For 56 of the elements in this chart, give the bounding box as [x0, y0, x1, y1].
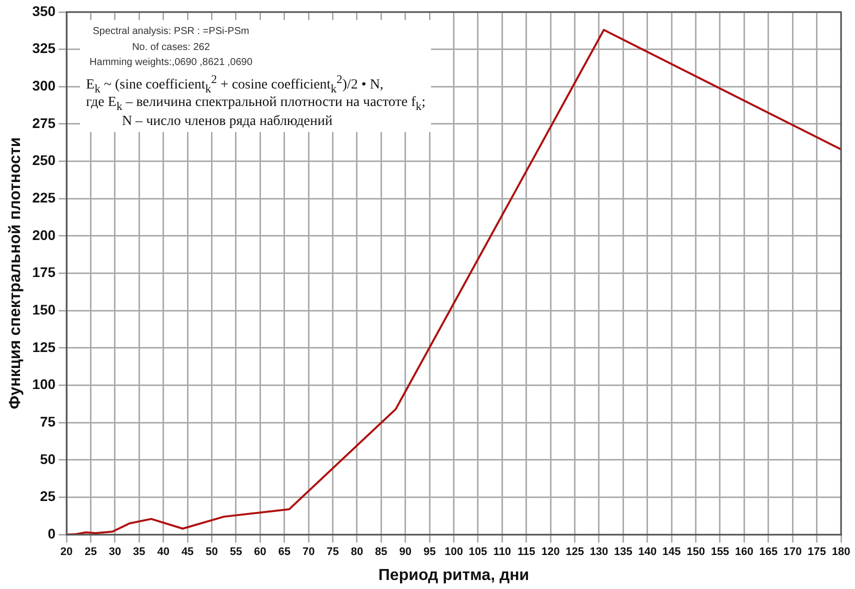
y-tick-label: 0: [48, 525, 56, 542]
x-tick-label: 85: [375, 546, 388, 558]
x-tick-label: 100: [444, 546, 463, 558]
x-tick-label: 90: [399, 546, 412, 558]
x-tick-label: 20: [60, 546, 73, 558]
x-tick-label: 30: [108, 546, 122, 558]
y-tick-label: 250: [32, 152, 56, 168]
y-tick-label: 125: [32, 338, 56, 355]
annotation: где E$_{k}$ – величина спектральной плотности на частоте f$_{k}$;: [86, 95, 426, 114]
y-axis-title: Функция спектральной плотности: [7, 137, 24, 410]
y-tick-label: 325: [32, 40, 56, 56]
x-tick-label: 110: [493, 546, 512, 558]
x-tick-label: 170: [783, 546, 802, 558]
x-tick-label: 160: [735, 546, 754, 558]
x-axis-title: Период ритма, дни: [378, 566, 530, 584]
y-tick-label: 300: [32, 78, 56, 94]
y-tick-label: 100: [32, 376, 56, 392]
x-tick-label: 150: [686, 546, 705, 558]
annotation: Spectral analysis: PSR : =PSi-PSm: [92, 26, 250, 38]
y-tick-label: 150: [32, 301, 56, 318]
x-tick-label: 125: [566, 546, 584, 558]
x-tick-label: 145: [662, 546, 681, 558]
x-tick-label: 45: [181, 546, 194, 558]
x-tick-label: 60: [254, 546, 266, 558]
x-tick-label: 130: [590, 546, 608, 558]
x-tick-label: 115: [518, 546, 536, 558]
x-tick-label: 155: [710, 546, 730, 558]
annotation: N – число членов ряда наблюдений: [121, 114, 334, 130]
x-tick-label: 50: [206, 546, 218, 558]
x-tick-label: 165: [759, 546, 778, 558]
x-tick-label: 105: [468, 546, 488, 558]
y-tick-label: 175: [32, 264, 56, 280]
x-tick-label: 95: [423, 546, 436, 558]
x-tick-label: 80: [350, 546, 364, 558]
x-tick-label: 70: [302, 546, 315, 558]
y-tick-label: 75: [40, 413, 56, 430]
x-tick-label: 180: [832, 546, 850, 558]
x-tick-label: 75: [326, 546, 339, 558]
y-tick-label: 50: [40, 450, 56, 467]
y-tick-label: 275: [32, 114, 56, 131]
annotation: No. of cases: 262: [131, 42, 211, 53]
x-tick-label: 40: [157, 546, 170, 558]
x-tick-label: 120: [541, 546, 560, 558]
y-tick-label: 200: [32, 226, 56, 243]
x-tick-label: 175: [808, 546, 826, 558]
x-tick-label: 35: [133, 546, 146, 558]
text: E$_{k}$ ~ (sine coefficient$_{k}$$^{2}$ + cosine coefficient$_{k}$$^{2}$)/2 • N,: [86, 72, 384, 95]
y-tick-label: 350: [32, 2, 56, 19]
x-tick-label: 55: [230, 546, 242, 558]
x-tick-label: 25: [84, 546, 97, 558]
x-tick-label: 140: [638, 546, 657, 558]
y-tick-label: 25: [40, 488, 56, 504]
x-tick-label: 135: [614, 546, 632, 558]
y-tick-label: 225: [32, 190, 56, 206]
annotation: Hamming weights:,0690 ,8621 ,0690: [88, 57, 254, 68]
x-tick-label: 65: [278, 546, 290, 558]
